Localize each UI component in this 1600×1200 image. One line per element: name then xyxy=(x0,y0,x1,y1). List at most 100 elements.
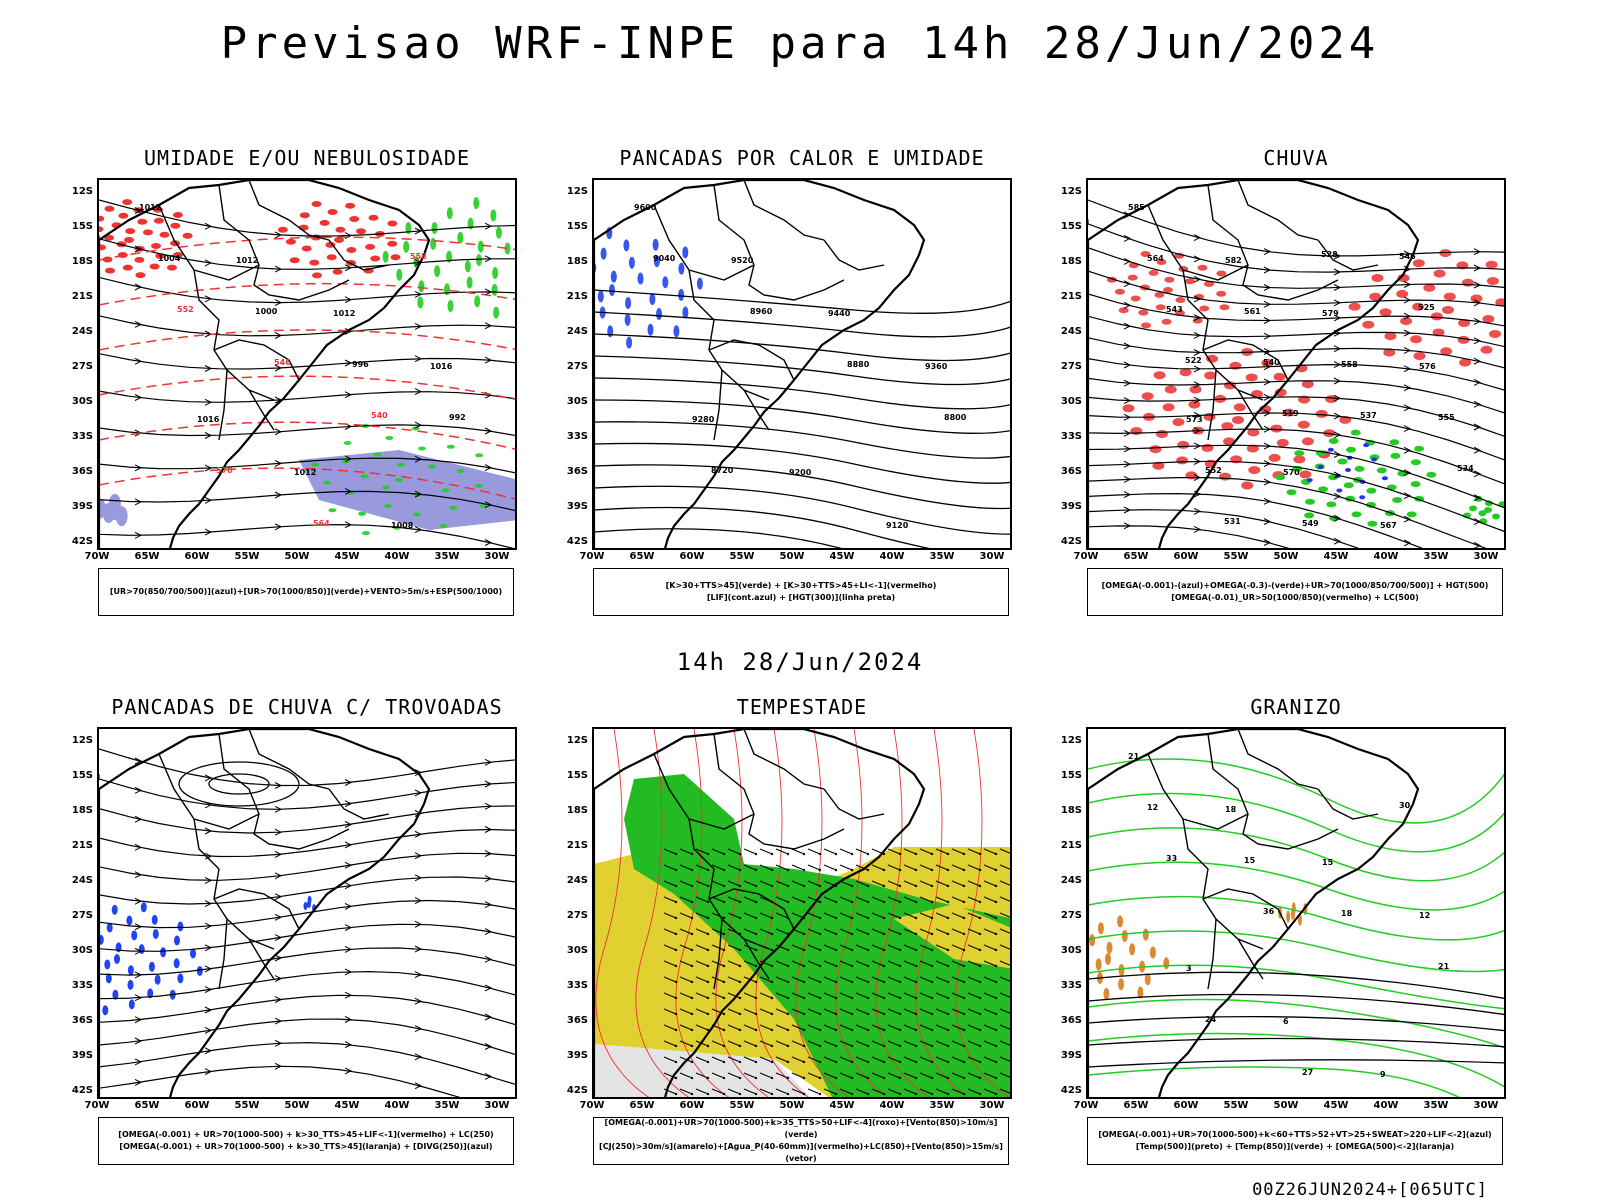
lat-label: 24S xyxy=(566,326,588,337)
lat-label: 36S xyxy=(71,1015,93,1026)
lon-label: 45W xyxy=(1323,1100,1349,1111)
lat-label: 42S xyxy=(566,1085,588,1096)
lon-label: 35W xyxy=(434,551,460,562)
contour-label: 567 xyxy=(1380,521,1397,530)
contour-label: 996 xyxy=(352,360,369,369)
legend-line: [OMEGA(-0.001) + UR>70(1000-500) + k>30_… xyxy=(118,1130,494,1139)
lat-label: 18S xyxy=(1060,256,1082,267)
contour-label: 18 xyxy=(1225,805,1237,814)
contour-label: 546 xyxy=(1399,252,1416,261)
lat-label: 15S xyxy=(71,770,93,781)
contour-label: 558 xyxy=(410,252,427,261)
lat-label: 21S xyxy=(1060,840,1082,851)
contour-label: 540 xyxy=(371,411,388,420)
lon-label: 40W xyxy=(384,1100,410,1111)
legend-line: [OMEGA(-0.001) + UR>70(1000-500) + k>30_… xyxy=(119,1142,493,1151)
map-tempestade xyxy=(592,727,1012,1099)
lat-label: 39S xyxy=(1060,1050,1082,1061)
contour-label: 9440 xyxy=(828,309,851,318)
lon-label: 65W xyxy=(134,551,160,562)
lon-label: 40W xyxy=(879,1100,905,1111)
map-canvas-umidade-e-ou-nebulosidade: 1012 1012 1012 1016 1016 1012 1008 1004 1000 996 9… xyxy=(99,180,515,548)
contour-label: 555 xyxy=(1438,413,1455,422)
lat-label: 39S xyxy=(566,501,588,512)
legend-chuva: [OMEGA(-0.001)-(azul)+OMEGA(-0.3)-(verde… xyxy=(1087,568,1503,616)
contour-label: 573 xyxy=(1186,415,1203,424)
lon-label: 60W xyxy=(1173,551,1199,562)
legend-line: [Temp(500)](preto) + [Temp(850)](verde) … xyxy=(1135,1142,1455,1151)
contour-label: 6 xyxy=(1283,1017,1289,1026)
contour-label: 552 xyxy=(1205,466,1222,475)
lat-label: 36S xyxy=(566,1015,588,1026)
lat-label: 21S xyxy=(1060,291,1082,302)
lon-label: 60W xyxy=(679,1100,705,1111)
lat-label: 33S xyxy=(566,980,588,991)
lon-label: 45W xyxy=(334,551,360,562)
lon-label: 30W xyxy=(1473,1100,1499,1111)
lat-label: 12S xyxy=(1060,735,1082,746)
lat-label: 39S xyxy=(71,1050,93,1061)
contour-label: 537 xyxy=(1360,411,1377,420)
lat-label: 36S xyxy=(566,466,588,477)
contour-label: 9120 xyxy=(886,521,909,530)
lon-label: 55W xyxy=(1223,551,1249,562)
legend-granizo: [OMEGA(-0.001)+UR>70(1000-500)+k<60+TTS>… xyxy=(1087,1117,1503,1165)
contour-label: 531 xyxy=(1224,517,1241,526)
lon-label: 45W xyxy=(1323,551,1349,562)
contour-label: 585 xyxy=(1128,203,1145,212)
lat-label: 36S xyxy=(71,466,93,477)
lat-label: 18S xyxy=(566,805,588,816)
panel-title-pancadas-por-calor-e-umidade: PANCADAS POR CALOR E UMIDADE xyxy=(619,146,985,170)
contour-label: 24 xyxy=(1205,1015,1217,1024)
lon-label: 70W xyxy=(579,1100,605,1111)
contour-label: 3 xyxy=(1186,964,1192,973)
lon-label: 55W xyxy=(729,551,755,562)
lon-label: 50W xyxy=(284,1100,310,1111)
contour-label: 540 xyxy=(1263,358,1280,367)
contour-label: 1012 xyxy=(294,468,316,477)
lat-label: 15S xyxy=(566,221,588,232)
contour-label: 9280 xyxy=(692,415,715,424)
legend-line: [K>30+TTS>45](verde) + [K>30+TTS>45+LI<-… xyxy=(665,581,937,590)
contour-label: 558 xyxy=(1341,360,1358,369)
lat-label: 12S xyxy=(566,186,588,197)
contour-label: 8800 xyxy=(944,413,967,422)
legend-pancadas-por-calor-e-umidade: [K>30+TTS>45](verde) + [K>30+TTS>45+LI<-… xyxy=(593,568,1009,616)
map-granizo: 21 18 15 12 3 6 9 12 15 18 21 24 27 30 33 36 xyxy=(1086,727,1506,1099)
lon-label: 70W xyxy=(84,551,110,562)
contour-label: 570 xyxy=(216,466,233,475)
lat-label: 12S xyxy=(71,186,93,197)
lat-label: 33S xyxy=(1060,431,1082,442)
lat-label: 18S xyxy=(1060,805,1082,816)
contour-label: 8880 xyxy=(847,360,870,369)
lat-label: 39S xyxy=(71,501,93,512)
lon-label: 40W xyxy=(879,551,905,562)
contour-label: 8960 xyxy=(750,307,773,316)
panel-title-umidade-e-ou-nebulosidade: UMIDADE E/OU NEBULOSIDADE xyxy=(143,146,471,170)
lon-label: 30W xyxy=(1473,551,1499,562)
lon-label: 45W xyxy=(829,551,855,562)
contour-label: 9 xyxy=(1380,1070,1386,1079)
contour-label: 15 xyxy=(1322,858,1334,867)
lon-label: 50W xyxy=(1273,1100,1299,1111)
lon-label: 60W xyxy=(1173,1100,1199,1111)
lon-label: 65W xyxy=(629,551,655,562)
contour-label: 36 xyxy=(1263,907,1275,916)
lon-label: 55W xyxy=(729,1100,755,1111)
contour-label: 534 xyxy=(1457,464,1474,473)
lat-label: 27S xyxy=(566,361,588,372)
lat-label: 27S xyxy=(71,361,93,372)
contour-label: 30 xyxy=(1399,801,1411,810)
lat-label: 27S xyxy=(71,910,93,921)
contour-label: 12 xyxy=(1419,911,1430,920)
lat-label: 39S xyxy=(1060,501,1082,512)
lon-label: 40W xyxy=(1373,1100,1399,1111)
lon-label: 65W xyxy=(1123,551,1149,562)
contour-label: 9600 xyxy=(634,203,657,212)
lat-label: 30S xyxy=(71,396,93,407)
lon-label: 55W xyxy=(234,1100,260,1111)
main-title: Previsao WRF-INPE para 14h 28/Jun/2024 xyxy=(220,18,1380,69)
lat-label: 12S xyxy=(1060,186,1082,197)
panel-title-tempestade: TEMPESTADE xyxy=(736,695,868,719)
lon-label: 65W xyxy=(134,1100,160,1111)
